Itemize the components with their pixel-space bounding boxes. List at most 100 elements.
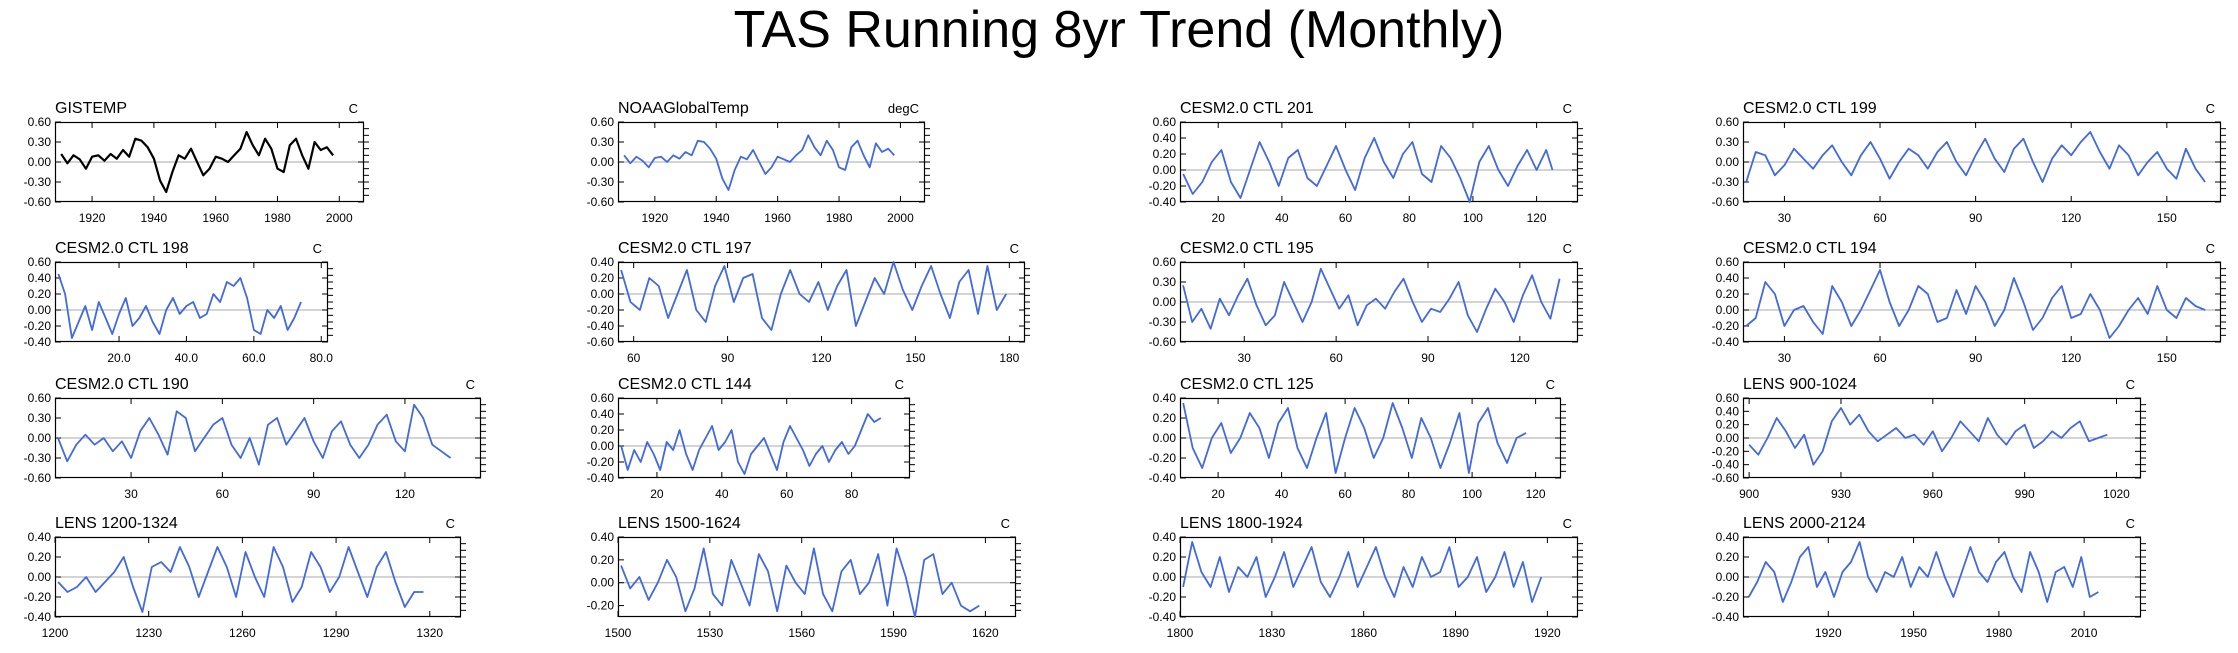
x-tick-label: 1920	[1815, 626, 1842, 640]
x-tick-label: 120	[2061, 351, 2081, 365]
y-tick-label: 0.00	[28, 155, 52, 169]
x-tick-label: 900	[1739, 487, 1759, 501]
x-tick-label: 40	[1275, 211, 1289, 225]
units-label: C	[313, 241, 322, 256]
x-tick-label: 1920	[79, 211, 106, 225]
panel-title: LENS 900-1024	[1743, 376, 1857, 393]
x-tick-label: 60	[1329, 351, 1343, 365]
x-tick-label: 120	[395, 487, 415, 501]
y-tick-label: 0.20	[28, 287, 52, 301]
x-tick-label: 80	[845, 487, 859, 501]
chart-panel-3: -0.60 -0.30 0.00 0.30 0.60 30 60 90 120 150 CESM2.…	[1712, 100, 2226, 225]
x-tick-label: 150	[2157, 211, 2177, 225]
y-tick-label: 0.40	[1716, 404, 1740, 418]
chart-panel-10: -0.40 -0.20 0.00 0.20 0.40 20 40 60 80 100 120 CESM…	[1149, 376, 1566, 501]
y-tick-label: -0.20	[1712, 590, 1740, 604]
y-tick-label: -0.20	[1712, 319, 1740, 333]
chart-panel-9: -0.40 -0.20 0.00 0.20 0.40 0.60 20 40 60 80 CESM2.…	[587, 376, 915, 501]
series-line-0	[1745, 131, 2206, 183]
y-tick-label: 0.30	[1153, 275, 1177, 289]
x-tick-label: 120	[811, 351, 831, 365]
x-tick-label: 1940	[703, 211, 730, 225]
y-tick-label: -0.60	[1149, 335, 1177, 349]
y-tick-label: 0.20	[1153, 411, 1177, 425]
x-tick-label: 40.0	[175, 351, 199, 365]
x-tick-label: 180	[999, 351, 1019, 365]
x-tick-label: 2000	[887, 211, 914, 225]
x-tick-label: 1860	[1350, 626, 1377, 640]
x-tick-label: 1230	[135, 626, 162, 640]
y-tick-label: 0.30	[28, 411, 52, 425]
chart-panel-4: -0.40 -0.20 0.00 0.20 0.40 0.60 20.0 40.0 60.0 80…	[24, 240, 334, 365]
x-tick-label: 80.0	[310, 351, 334, 365]
y-tick-label: -0.20	[24, 590, 52, 604]
y-tick-label: 0.40	[28, 271, 52, 285]
chart-panel-2: -0.40 -0.20 0.00 0.20 0.40 0.60 20 40 60 80 100 120…	[1149, 100, 1583, 225]
y-tick-label: 0.40	[1716, 530, 1740, 544]
x-tick-label: 1560	[788, 626, 815, 640]
x-tick-label: 1260	[229, 626, 256, 640]
y-tick-label: -0.40	[24, 335, 52, 349]
x-tick-label: 1020	[2103, 487, 2130, 501]
series-line-0	[1182, 541, 1543, 603]
units-label: C	[1563, 516, 1572, 531]
y-tick-label: -0.60	[1712, 195, 1740, 209]
y-tick-label: -0.30	[24, 175, 52, 189]
y-tick-label: 0.40	[1716, 271, 1740, 285]
y-tick-label: -0.20	[1149, 590, 1177, 604]
x-tick-label: 1920	[1534, 626, 1561, 640]
y-tick-label: -0.60	[24, 471, 52, 485]
x-tick-label: 40	[715, 487, 729, 501]
x-tick-label: 2000	[326, 211, 353, 225]
y-tick-label: 0.60	[1716, 255, 1740, 269]
x-tick-label: 1320	[416, 626, 443, 640]
y-tick-label: 0.20	[591, 553, 615, 567]
y-tick-label: -0.40	[24, 610, 52, 624]
y-tick-label: 0.00	[1153, 570, 1177, 584]
panel-title: CESM2.0 CTL 144	[618, 376, 752, 393]
chart-panel-7: -0.40 -0.20 0.00 0.20 0.40 0.60 30 60 90 120 150 CE…	[1712, 240, 2226, 365]
x-tick-label: 120	[1526, 487, 1546, 501]
series-line-0	[1182, 267, 1561, 333]
y-tick-label: 0.20	[28, 550, 52, 564]
x-tick-label: 1960	[764, 211, 791, 225]
plot-frame	[617, 536, 1017, 618]
y-tick-label: 0.00	[591, 439, 615, 453]
panel-title: LENS 1800-1924	[1180, 515, 1303, 532]
y-tick-label: -0.20	[1149, 179, 1177, 193]
y-tick-label: 0.00	[1716, 155, 1740, 169]
x-tick-label: 60	[627, 351, 641, 365]
x-tick-label: 80	[1402, 487, 1416, 501]
units-label: degC	[888, 101, 919, 116]
y-tick-label: 0.40	[591, 530, 615, 544]
units-label: C	[2126, 377, 2135, 392]
plot-frame	[617, 397, 911, 479]
series-line-0	[57, 273, 302, 339]
chart-panel-0: -0.60 -0.30 0.00 0.30 0.60 1920 1940 1960 1980 20…	[24, 100, 369, 225]
y-tick-label: 0.20	[1716, 550, 1740, 564]
x-tick-label: 1200	[42, 626, 69, 640]
x-tick-label: 20	[650, 487, 664, 501]
units-label: C	[2206, 101, 2215, 116]
y-tick-label: 0.60	[1153, 115, 1177, 129]
x-tick-label: 1980	[1986, 626, 2013, 640]
x-tick-label: 20	[1211, 487, 1225, 501]
y-tick-label: 0.00	[28, 303, 52, 317]
y-tick-label: -0.30	[1712, 175, 1740, 189]
y-tick-label: 0.40	[591, 255, 615, 269]
y-tick-label: 0.40	[591, 407, 615, 421]
y-tick-label: 0.60	[28, 255, 52, 269]
chart-panel-14: -0.40 -0.20 0.00 0.20 0.40 1800 1830 1860 1890 19…	[1149, 515, 1583, 640]
x-tick-label: 20	[1212, 211, 1226, 225]
panel-title: CESM2.0 CTL 194	[1743, 240, 1877, 257]
series-line-0	[1182, 402, 1527, 474]
panel-title: CESM2.0 CTL 190	[55, 376, 189, 393]
y-tick-label: -0.30	[1149, 315, 1177, 329]
units-label: C	[2126, 516, 2135, 531]
y-tick-label: 0.00	[1153, 295, 1177, 309]
panel-title: LENS 2000-2124	[1743, 515, 1866, 532]
units-label: C	[349, 101, 358, 116]
y-tick-label: 0.60	[28, 115, 52, 129]
y-tick-label: 0.00	[1153, 163, 1177, 177]
